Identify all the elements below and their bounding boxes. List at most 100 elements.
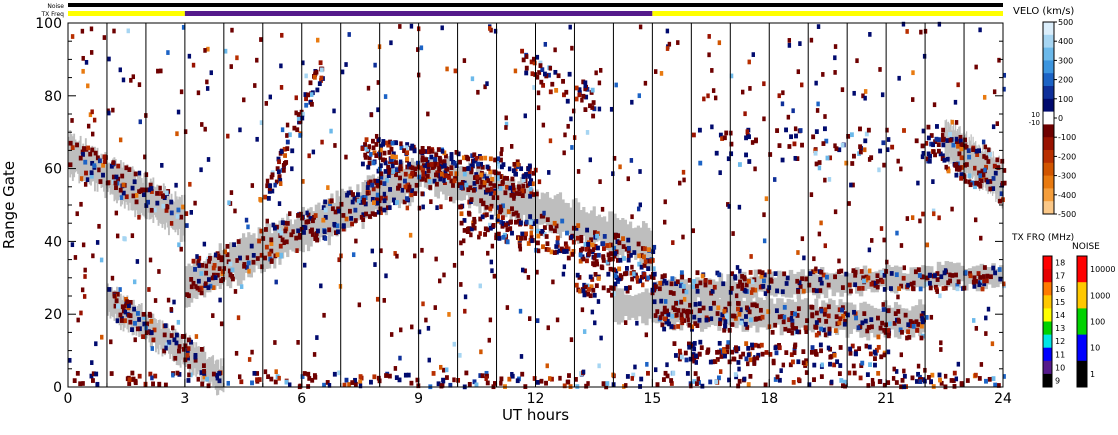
velocity-cell [480, 214, 485, 220]
velocity-cell [792, 350, 797, 356]
velocity-cell [727, 301, 732, 307]
velocity-cell [867, 344, 872, 350]
velocity-cell [495, 195, 500, 201]
velocity-cell [685, 371, 690, 376]
velocity-cell [251, 252, 256, 258]
ground-scatter-cell [981, 151, 983, 178]
velocity-cell [332, 371, 337, 377]
velocity-cell [164, 190, 169, 196]
velocity-cell [1002, 72, 1007, 78]
velocity-cell [933, 284, 938, 290]
velocity-cell [279, 181, 283, 187]
velocity-cell [833, 44, 838, 49]
velocity-cell [398, 162, 403, 168]
velocity-cell [70, 34, 75, 39]
velocity-cell [396, 185, 401, 191]
ground-scatter-cell [964, 139, 966, 177]
velocity-cell [101, 172, 105, 178]
velocity-cell [823, 243, 827, 249]
velocity-cell [213, 252, 218, 258]
ground-scatter-cell [631, 228, 635, 255]
velocity-cell [876, 370, 881, 376]
velocity-cell [459, 185, 464, 190]
velocity-cell [982, 274, 986, 279]
velocity-colorbar-label: 200 [1058, 76, 1073, 85]
velocity-cell [693, 321, 698, 326]
velocity-cell [226, 380, 230, 386]
velocity-cell [566, 255, 571, 261]
velocity-cell [920, 154, 925, 160]
velocity-cell [809, 192, 814, 198]
velocity-cell [186, 346, 191, 351]
ground-scatter-cell [110, 287, 113, 317]
velocity-cell [347, 32, 351, 37]
velocity-cell [395, 253, 399, 259]
velocity-cell [905, 335, 909, 341]
velocity-cell [181, 204, 186, 210]
velocity-cell [277, 201, 282, 206]
velocity-cell [470, 76, 475, 82]
velocity-cell [341, 213, 346, 218]
velocity-cell [925, 242, 930, 248]
velocity-cell [333, 143, 337, 148]
velocity-cell [288, 382, 292, 388]
ground-scatter-cell [175, 331, 178, 366]
velocity-cell [940, 132, 945, 138]
velocity-cell [102, 35, 107, 40]
velocity-cell [420, 157, 425, 163]
velocity-cell [344, 377, 349, 383]
velocity-cell [681, 169, 686, 175]
velocity-cell [369, 112, 374, 118]
velocity-cell [574, 96, 579, 102]
velocity-cell [863, 147, 867, 153]
velocity-cell [593, 320, 597, 326]
velocity-cell [554, 244, 559, 249]
velocity-cell [149, 330, 154, 336]
velocity-cell [459, 220, 464, 226]
velocity-cell [646, 266, 651, 271]
velocity-cell [72, 378, 77, 383]
ground-scatter-cell [977, 148, 979, 177]
velocity-cell [542, 71, 547, 77]
velocity-cell [416, 47, 420, 52]
velocity-cell [265, 183, 270, 189]
ground-scatter-cell [564, 202, 568, 231]
velocity-cell [921, 310, 926, 316]
velocity-cell [327, 227, 332, 233]
velocity-cell [986, 159, 991, 164]
velocity-cell [658, 315, 663, 320]
velocity-cell [78, 381, 83, 387]
ground-scatter-cell [179, 197, 182, 243]
ground-scatter-cell [976, 145, 978, 182]
velocity-cell [439, 364, 443, 370]
velocity-cell [284, 239, 289, 245]
velocity-cell [304, 73, 308, 79]
velocity-cell [329, 128, 333, 134]
velocity-cell [838, 363, 843, 368]
velocity-cell [738, 354, 743, 360]
velocity-colorbar-label: -300 [1058, 172, 1076, 181]
ground-scatter-cell [504, 181, 508, 218]
velocity-cell [429, 154, 434, 160]
velocity-cell [171, 372, 175, 378]
ground-scatter-cell [184, 332, 187, 367]
velocity-cell [747, 134, 751, 140]
velocity-cell [789, 134, 794, 140]
velocity-cell [375, 179, 380, 184]
ground-scatter-cell [208, 357, 211, 387]
velocity-cell [365, 146, 370, 152]
velocity-cell [90, 160, 95, 166]
velocity-cell [644, 332, 649, 338]
velocity-cell [79, 310, 83, 316]
velocity-cell [780, 157, 785, 163]
velocity-cell [487, 222, 492, 228]
velocity-cell [982, 172, 986, 178]
ground-scatter-cell [777, 270, 782, 295]
velocity-cell [75, 211, 79, 217]
velocity-cell [663, 199, 667, 205]
velocity-cell [560, 218, 565, 224]
velocity-cell [790, 330, 794, 336]
velocity-cell [671, 370, 676, 376]
velocity-cell [821, 327, 826, 333]
velocity-cell [441, 378, 446, 384]
